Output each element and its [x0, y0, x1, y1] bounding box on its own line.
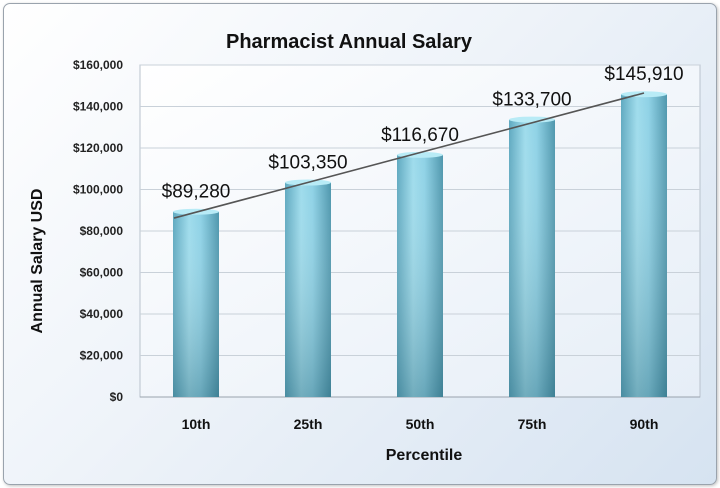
y-tick-label: $80,000: [80, 224, 124, 238]
bar-shade: [285, 182, 331, 397]
bar-shade: [621, 94, 667, 397]
y-tick-label: $0: [110, 390, 124, 404]
chart-title: Pharmacist Annual Salary: [225, 31, 473, 53]
x-tick-label: 90th: [630, 416, 659, 432]
bar-top: [509, 116, 555, 123]
data-label: $145,910: [604, 64, 683, 85]
bar-shade: [509, 119, 555, 397]
bar-shade: [397, 154, 443, 397]
y-tick-label: $160,000: [73, 58, 123, 72]
y-tick-label: $20,000: [80, 349, 124, 363]
y-tick-label: $140,000: [73, 100, 123, 114]
x-tick-label: 50th: [406, 416, 435, 432]
trendline: [173, 92, 645, 219]
bar-shade: [173, 211, 219, 397]
data-label: $89,280: [162, 182, 231, 203]
y-tick-label: $40,000: [80, 307, 124, 321]
bar-top: [621, 91, 667, 98]
y-tick-label: $120,000: [73, 141, 123, 155]
x-axis-label: Percentile: [385, 447, 463, 464]
x-tick-label: 10th: [182, 416, 211, 432]
data-label: $116,670: [381, 125, 459, 146]
y-tick-label: $100,000: [73, 183, 123, 197]
data-label: $103,350: [268, 153, 347, 174]
data-label: $133,700: [492, 90, 571, 111]
x-tick-label: 75th: [518, 416, 547, 432]
y-tick-label: $60,000: [80, 266, 124, 280]
x-tick-label: 25th: [294, 416, 323, 432]
